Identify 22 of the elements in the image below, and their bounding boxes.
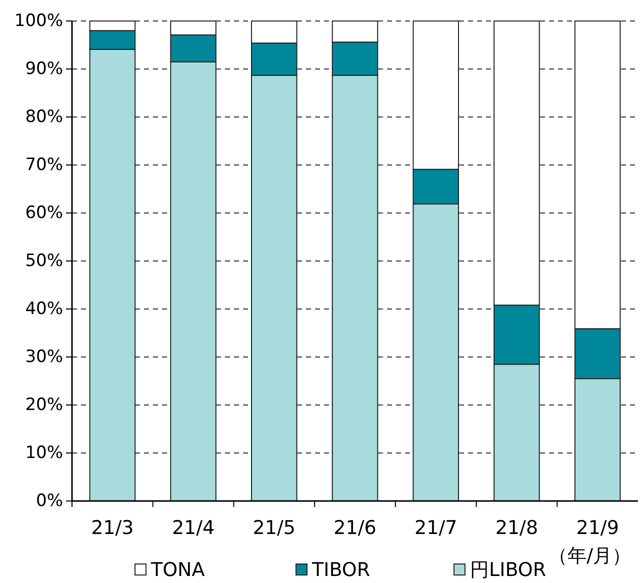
x-tick-label: 21/3 xyxy=(91,517,134,539)
y-tick-label: 70% xyxy=(25,155,63,175)
y-tick-label: 100% xyxy=(14,11,63,31)
x-tick-label: 21/4 xyxy=(172,517,215,539)
legend-label: TONA xyxy=(150,559,205,581)
y-tick-label: 90% xyxy=(25,59,63,79)
x-tick-label: 21/6 xyxy=(334,517,376,539)
y-tick-label: 0% xyxy=(36,491,63,511)
y-tick-label: 60% xyxy=(25,203,63,223)
y-tick-label: 30% xyxy=(25,347,63,367)
y-tick-label: 20% xyxy=(25,395,63,415)
x-axis-title: （年/月） xyxy=(548,545,631,567)
x-tick-label: 21/5 xyxy=(252,517,296,539)
legend-label: TIBOR xyxy=(311,559,370,581)
y-tick-label: 80% xyxy=(25,107,63,127)
x-tick-label: 21/9 xyxy=(576,517,619,539)
y-tick-label: 40% xyxy=(25,299,63,319)
y-tick-label: 50% xyxy=(25,251,63,271)
legend-label: 円LIBOR xyxy=(470,559,546,581)
y-tick-label: 10% xyxy=(25,443,63,463)
x-tick-label: 21/8 xyxy=(495,517,538,539)
x-tick-label: 21/7 xyxy=(414,517,458,539)
